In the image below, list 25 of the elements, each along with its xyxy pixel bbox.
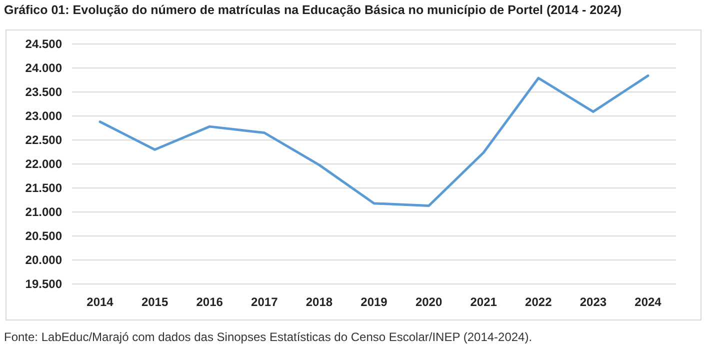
- y-tick-label: 20.000: [25, 253, 62, 268]
- y-tick-label: 22.000: [25, 157, 62, 172]
- x-tick-label: 2024: [634, 295, 662, 309]
- x-tick-label: 2015: [141, 295, 168, 309]
- y-tick-label: 24.500: [25, 37, 62, 52]
- x-tick-label: 2019: [360, 295, 388, 309]
- x-tick-label: 2023: [580, 295, 607, 309]
- x-tick-label: 2018: [306, 295, 333, 309]
- y-tick-label: 19.500: [25, 277, 62, 292]
- x-tick-label: 2016: [196, 295, 224, 309]
- y-tick-label: 24.000: [25, 61, 62, 76]
- x-tick-label: 2022: [525, 295, 552, 309]
- x-tick-label: 2017: [251, 295, 278, 309]
- y-tick-label: 23.500: [25, 85, 62, 100]
- x-tick-label: 2014: [86, 295, 114, 309]
- y-tick-label: 22.500: [25, 133, 62, 148]
- chart-title: Gráfico 01: Evolução do número de matrículas na Educação Básica no município de Portel (2014 - 2024): [4, 3, 622, 17]
- source-note: Fonte: LabEduc/Marajó com dados das Sinopses Estatísticas do Censo Escolar/INEP (2014-2024).: [4, 330, 532, 344]
- y-tick-label: 21.500: [25, 181, 62, 196]
- x-tick-label: 2021: [470, 295, 498, 309]
- line-series: [98, 74, 650, 208]
- y-tick-label: 21.000: [25, 205, 62, 220]
- y-tick-label: 20.500: [25, 229, 62, 244]
- y-tick-label: 23.000: [25, 109, 62, 124]
- x-tick-label: 2020: [415, 295, 442, 309]
